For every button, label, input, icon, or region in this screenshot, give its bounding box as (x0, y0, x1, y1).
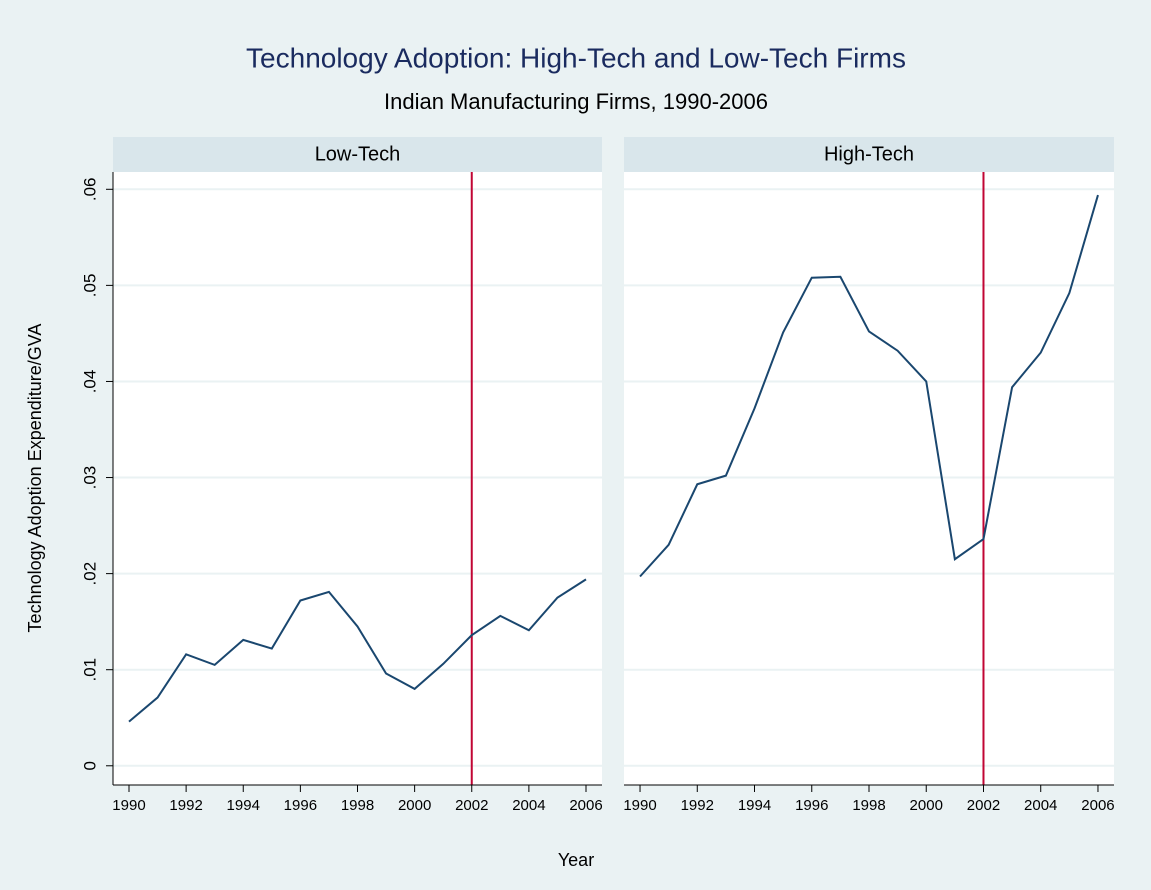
x-tick-label: 1996 (284, 797, 317, 814)
chart-title: Technology Adoption: High-Tech and Low-T… (246, 42, 906, 73)
x-tick-label: 1994 (738, 797, 771, 814)
x-axis-label: Year (558, 850, 594, 870)
panel-header (624, 137, 1114, 172)
y-tick-label: .05 (80, 274, 99, 298)
chart-subtitle: Indian Manufacturing Firms, 1990-2006 (384, 89, 768, 114)
panel-title: High-Tech (824, 143, 914, 165)
y-tick-label: .02 (80, 562, 99, 586)
panel-title: Low-Tech (315, 143, 401, 165)
x-tick-label: 2004 (512, 797, 545, 814)
data-line (639, 194, 1099, 578)
data-line (128, 578, 587, 723)
y-tick-label: .04 (80, 370, 99, 394)
x-tick-label: 1990 (623, 797, 656, 814)
panel-header (113, 137, 602, 172)
x-tick-label: 1998 (852, 797, 885, 814)
x-tick-label: 1998 (341, 797, 374, 814)
x-tick-label: 2002 (967, 797, 1000, 814)
y-tick-label: .06 (80, 177, 99, 201)
x-tick-label: 2006 (569, 797, 602, 814)
x-tick-label: 2000 (910, 797, 943, 814)
x-tick-label: 1992 (169, 797, 202, 814)
x-tick-label: 2004 (1024, 797, 1057, 814)
y-axis-label: Technology Adoption Expenditure/GVA (25, 324, 45, 633)
x-tick-label: 1994 (227, 797, 260, 814)
x-tick-label: 2002 (455, 797, 488, 814)
y-tick-label: 0 (80, 761, 99, 770)
y-tick-label: .01 (80, 658, 99, 682)
y-tick-label: .03 (80, 466, 99, 490)
x-tick-label: 2006 (1081, 797, 1114, 814)
x-tick-label: 1992 (681, 797, 714, 814)
x-tick-label: 1990 (112, 797, 145, 814)
x-tick-label: 1996 (795, 797, 828, 814)
x-tick-label: 2000 (398, 797, 431, 814)
